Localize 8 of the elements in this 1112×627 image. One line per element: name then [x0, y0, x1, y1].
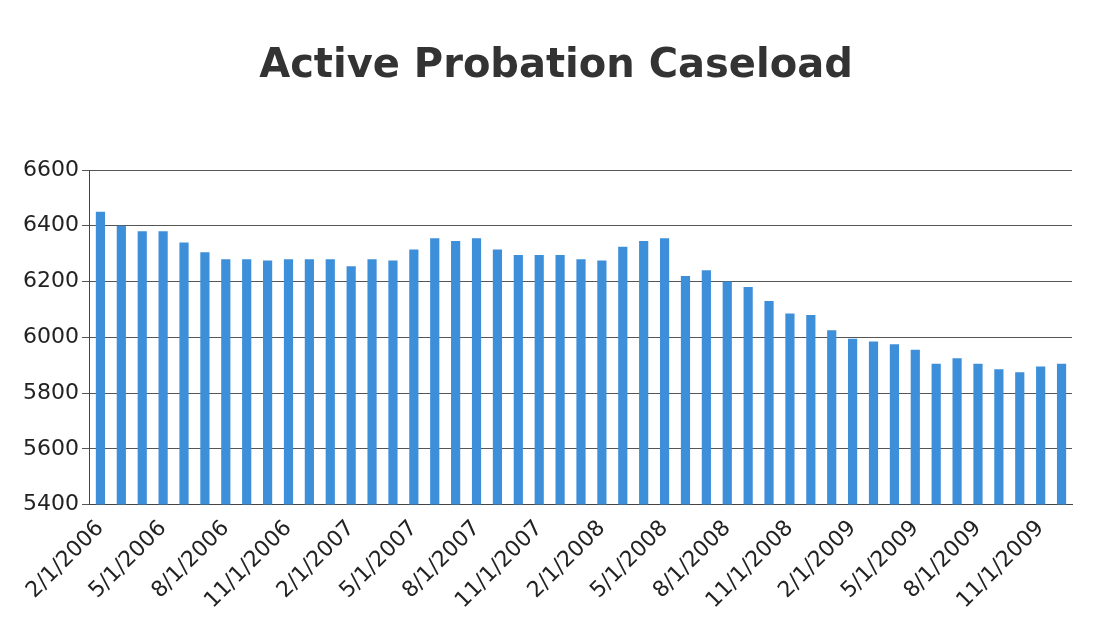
y-tick-label: 6000 — [22, 323, 79, 348]
y-tick-label: 6400 — [22, 211, 79, 237]
y-tick-label: 5400 — [22, 490, 79, 516]
y-tick-label: 6200 — [22, 267, 79, 293]
y-tick-label: 5600 — [22, 434, 79, 460]
y-tick-label: 6600 — [22, 155, 79, 181]
chart-title: Active Probation Caseload — [258, 40, 854, 86]
y-tick-label: 5800 — [22, 378, 79, 404]
